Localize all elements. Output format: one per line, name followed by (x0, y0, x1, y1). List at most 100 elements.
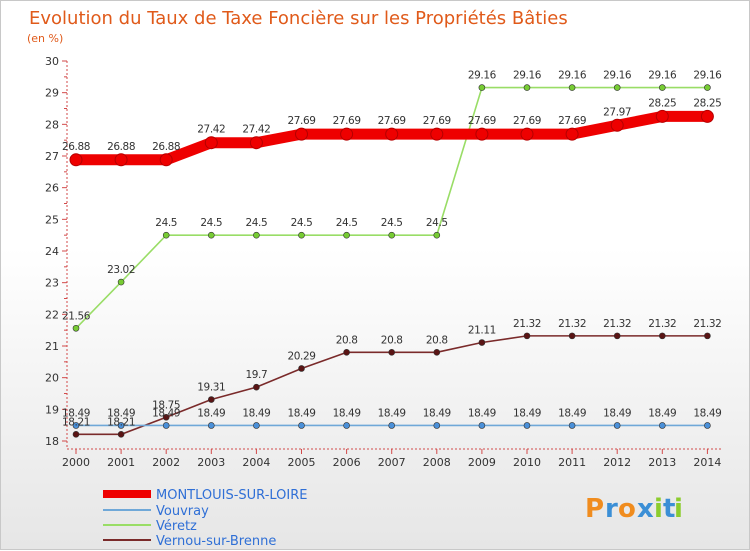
data-label: 18.49 (152, 407, 180, 419)
logo-letter: i (674, 494, 683, 524)
data-point (72, 422, 80, 429)
data-point (343, 231, 350, 239)
data-point (658, 332, 666, 340)
data-label: 23.02 (107, 264, 135, 276)
y-tick-label: 28 (45, 118, 59, 131)
data-label: 24.5 (246, 217, 268, 229)
data-label: 18.49 (107, 407, 135, 419)
x-tick-label: 2014 (693, 456, 721, 469)
data-label: 27.69 (423, 115, 451, 127)
data-point (385, 127, 399, 141)
data-label: 18.49 (648, 407, 676, 419)
y-tick-label: 23 (45, 277, 59, 290)
data-point (613, 84, 621, 91)
x-tick-label: 2000 (62, 456, 90, 469)
data-point (478, 84, 486, 91)
data-point (208, 231, 215, 239)
data-labels-layer: 26.88 26.88 26.88 27.42 27.42 27.69 27.69 27.69… (62, 70, 723, 429)
data-point (704, 84, 711, 91)
data-label: 21.56 (62, 310, 91, 322)
legend-label: MONTLOUIS-SUR-LOIRE (156, 488, 307, 503)
data-label: 18.49 (603, 407, 631, 419)
data-label: 27.69 (333, 115, 361, 127)
data-point (613, 422, 621, 429)
data-point (568, 422, 576, 429)
data-label: 29.16 (513, 70, 542, 82)
data-point (704, 422, 711, 429)
data-point (298, 365, 305, 372)
data-label: 18.49 (287, 407, 315, 419)
data-label: 27.69 (378, 115, 406, 127)
y-tick-label: 19 (45, 403, 59, 416)
data-label: 18.49 (513, 407, 541, 419)
chart-title: Evolution du Taux de Taxe Foncière sur l… (29, 8, 568, 29)
data-point (298, 231, 305, 239)
data-point (253, 231, 260, 239)
data-point (565, 127, 579, 141)
x-tick-label: 2002 (152, 456, 180, 469)
y-tick-label: 24 (45, 245, 59, 258)
x-tick-label: 2011 (558, 456, 586, 469)
data-point (159, 153, 173, 167)
data-label: 21.32 (558, 318, 586, 330)
y-tick-label: 29 (45, 87, 59, 100)
data-point (388, 231, 396, 239)
data-point (114, 153, 128, 167)
data-point (69, 153, 83, 167)
data-point (475, 127, 489, 141)
data-label: 18.49 (333, 407, 361, 419)
data-point (433, 231, 441, 239)
data-label: 29.16 (468, 70, 497, 82)
data-point (610, 118, 624, 132)
x-tick-label: 2005 (288, 456, 316, 469)
data-label: 21.32 (693, 318, 721, 330)
data-label: 26.88 (107, 141, 135, 153)
data-point (72, 324, 80, 332)
data-label: 29.16 (603, 70, 632, 82)
data-point (72, 431, 80, 438)
data-label: 26.88 (152, 141, 180, 153)
data-point (568, 332, 576, 340)
data-point (343, 422, 350, 429)
logo-letter: i (654, 494, 663, 524)
data-point (340, 127, 354, 141)
data-point (162, 413, 170, 421)
data-point (117, 422, 125, 429)
data-label: 27.97 (603, 106, 631, 118)
data-label: 27.69 (558, 115, 586, 127)
logo-letter: t (663, 494, 675, 524)
data-label: 21.11 (468, 325, 496, 337)
data-label: 27.69 (513, 115, 541, 127)
data-label: 24.5 (291, 217, 313, 229)
data-label: 18.75 (152, 399, 180, 411)
data-label: 29.16 (648, 70, 677, 82)
y-tick-label: 30 (45, 55, 59, 68)
data-label: 29.16 (693, 70, 722, 82)
data-point (253, 383, 260, 391)
data-point (523, 84, 531, 91)
y-tick-label: 21 (45, 340, 59, 353)
y-tick-label: 25 (45, 213, 59, 226)
data-point (520, 127, 534, 141)
data-point (208, 422, 215, 429)
data-label: 24.5 (200, 217, 222, 229)
y-tick-label: 20 (45, 372, 59, 385)
legend-label: Véretz (156, 519, 197, 534)
x-tick-label: 2013 (648, 456, 676, 469)
data-point (430, 127, 444, 141)
data-point (658, 84, 666, 91)
data-label: 18.49 (558, 407, 586, 419)
data-label: 21.32 (648, 318, 676, 330)
data-label: 24.5 (381, 217, 403, 229)
data-point (655, 109, 669, 123)
data-point (208, 396, 215, 403)
data-label: 27.42 (197, 124, 225, 136)
data-label: 18.21 (62, 416, 90, 428)
x-tick-label: 2009 (468, 456, 496, 469)
x-tick-label: 2007 (378, 456, 406, 469)
data-label: 18.49 (62, 407, 90, 419)
data-point (433, 422, 441, 429)
logo-letter: x (637, 494, 654, 524)
